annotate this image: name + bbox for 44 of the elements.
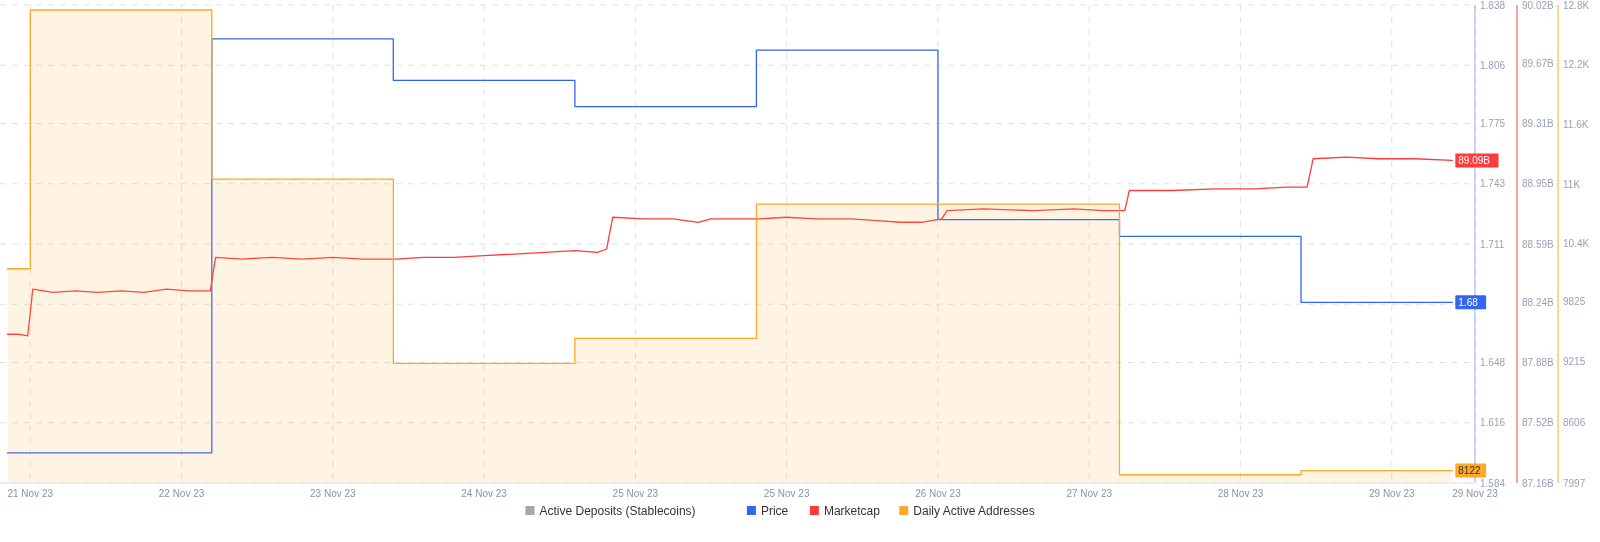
legend-label: Marketcap (823, 504, 881, 519)
y-tick-label: 1.584 (1480, 477, 1506, 489)
y3-tick-label: 9825 (1563, 295, 1586, 307)
y3-tick-label: 11K (1563, 178, 1581, 190)
data-label: 8122 (1458, 465, 1481, 477)
x-tick-label: 25 Nov 23 (763, 488, 810, 499)
y-tick-label: 1.648 (1480, 357, 1506, 369)
data-label: 1.68 (1458, 296, 1479, 308)
y2-tick-label: 87.16B (1522, 477, 1555, 489)
x-tick-label: 21 Nov 23 (7, 488, 54, 499)
x-tick-label: 28 Nov 23 (1217, 488, 1264, 499)
y3-tick-label: 12.2K (1563, 59, 1590, 71)
y-tick-label: 1.616 (1480, 417, 1506, 429)
y2-tick-label: 88.24B (1522, 297, 1555, 308)
y3-tick-label: 12.8K (1563, 0, 1590, 11)
x-tick-label: 24 Nov 23 (461, 488, 508, 499)
y2-tick-label: 87.88B (1522, 357, 1555, 369)
y2-tick-label: 89.67B (1522, 58, 1555, 69)
x-tick-label: 25 Nov 23 (612, 488, 659, 499)
y-tick-label: 1.743 (1480, 178, 1506, 190)
y2-tick-label: 89.31B (1522, 118, 1555, 130)
y-tick-label: 1.775 (1480, 118, 1506, 130)
y3-tick-label: 10.4K (1563, 238, 1590, 250)
legend-label: Price (760, 504, 789, 519)
y3-tick-label: 11.6K (1563, 118, 1589, 130)
data-label: 89.09B (1458, 154, 1491, 166)
y-tick-label: 1.711 (1480, 238, 1505, 250)
y3-tick-label: 7997 (1563, 477, 1586, 489)
x-tick-label: 29 Nov 23 (1452, 488, 1499, 499)
y-tick-label: 1.806 (1480, 59, 1506, 71)
x-tick-label: 26 Nov 23 (915, 488, 962, 499)
y2-tick-label: 88.59B (1522, 238, 1555, 250)
x-tick-label: 22 Nov 23 (158, 488, 205, 499)
y2-tick-label: 90.02B (1522, 0, 1555, 11)
y3-tick-label: 8606 (1563, 416, 1586, 428)
legend-label: Active Deposits (Stablecoins) (539, 504, 696, 519)
y3-tick-label: 9215 (1563, 356, 1586, 368)
y2-tick-label: 88.95B (1522, 178, 1555, 190)
x-tick-label: 29 Nov 23 (1369, 488, 1416, 499)
y-tick-label: 1.838 (1480, 0, 1506, 11)
x-tick-label: 27 Nov 23 (1066, 488, 1113, 499)
x-tick-label: 23 Nov 23 (310, 488, 357, 499)
legend-label: Daily Active Addresses (913, 504, 1035, 519)
y2-tick-label: 87.52B (1522, 417, 1555, 429)
